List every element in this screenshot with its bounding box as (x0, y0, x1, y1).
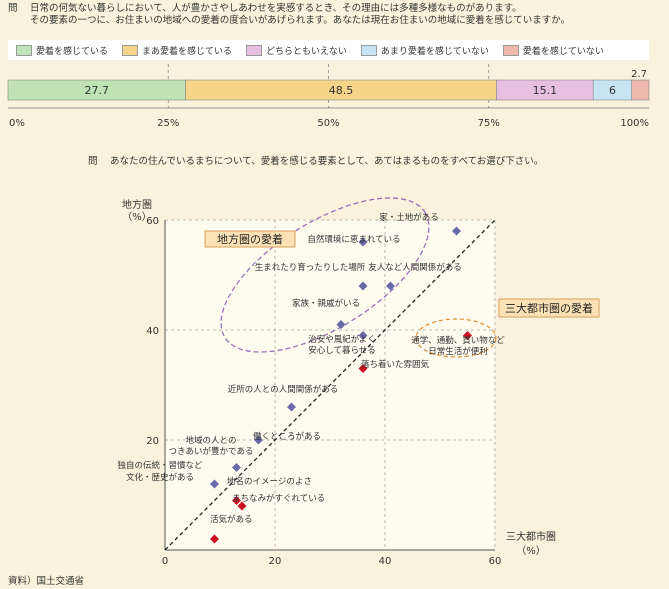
bar-tick-label: 100% (620, 118, 649, 129)
diagonal-line (164, 219, 496, 551)
data-point (386, 281, 395, 291)
bar-segment (631, 79, 650, 101)
data-point (336, 320, 346, 329)
question-1-line-1: 日常の何気ない暮らしにおいて、人が豊かさやしあわせを実感するとき、その理由には多… (30, 3, 522, 14)
urban-annotation: 三大都市圏の愛着 (498, 298, 600, 318)
point-label: つきあいが豊かである (169, 446, 254, 457)
point-label: 家・土地がある (379, 212, 439, 223)
data-point (232, 463, 241, 472)
point-label: 自然環境に恵まれている (307, 234, 400, 245)
x-axis-label: 三大都市圏 (506, 530, 556, 543)
legend-swatch (122, 44, 139, 56)
legend-item: どちらともいえない (246, 44, 347, 57)
point-label: 働くところがある (253, 431, 321, 442)
point-label: 家族・親戚がいる (292, 298, 360, 309)
legend-label: 愛着を感じている (36, 46, 109, 57)
point-label: 文化・歴史がある (126, 472, 194, 483)
legend-swatch (246, 44, 263, 56)
y-axis-label: 地方圏 (122, 198, 152, 211)
bar-tick-label: 75% (478, 118, 500, 129)
legend-item: あまり愛着を感じていない (360, 44, 489, 57)
data-point (358, 364, 368, 373)
legend-item: まあ愛着を感じている (122, 44, 232, 57)
x-tick-label: 0 (162, 556, 168, 567)
point-label: 安心して暮らせる (308, 345, 376, 356)
question-1-line-2: その要素の一つに、お住まいの地域への愛着の度合いがあげられます。あなたは現在お住… (30, 15, 571, 26)
point-label: 友人など人間関係がある (368, 262, 462, 273)
bar-chart-legend: 愛着を感じている まあ愛着を感じている どちらともいえない あまり愛着を感じてい… (8, 40, 649, 60)
point-label: 落ち着いた雰囲気 (361, 359, 430, 370)
legend-swatch (16, 44, 32, 56)
legend-label: まあ愛着を感じている (142, 46, 233, 57)
rural-annotation: 地方圏の愛着 (204, 230, 296, 248)
point-label: 独自の伝統・習慣など (117, 460, 203, 471)
point-label: 活気がある (210, 514, 253, 525)
legend-label: どちらともいえない (266, 46, 347, 57)
x-tick-label: 20 (269, 556, 282, 567)
point-label: 生まれたり育ったりした場所 (255, 262, 366, 273)
y-tick-label: 20 (146, 436, 159, 447)
source-note: 資料）国土交通省 (8, 576, 85, 587)
question-2-text: あなたの住んでいるまちについて、愛着を感じる要素として、あてはまるものをすべてお… (110, 156, 544, 167)
y-tick-label: 60 (146, 216, 159, 227)
bar-value-label: 48.5 (329, 84, 354, 97)
bar-value-label: 2.7 (631, 69, 647, 80)
bar-tick-label: 50% (317, 118, 339, 129)
legend-item: 愛着を感じている (16, 44, 108, 57)
data-point (358, 237, 368, 247)
data-point (232, 496, 241, 505)
legend-label: あまり愛着を感じていない (380, 46, 489, 57)
data-point (210, 534, 219, 544)
rural-annotation-label: 地方圏の愛着 (217, 232, 283, 246)
data-point (463, 331, 472, 340)
point-label: 近所の人との人間関係がある (228, 384, 338, 395)
bar-tick-label: 25% (157, 118, 179, 129)
data-point (254, 435, 263, 445)
bar-value-label: 6 (609, 84, 616, 97)
y-axis-unit: （%） (122, 211, 152, 223)
bar-value-label: 27.7 (85, 84, 110, 97)
data-point (358, 331, 368, 340)
rural-cluster-ellipse (220, 197, 430, 353)
x-axis-unit: （%） (516, 545, 546, 557)
legend-swatch (502, 44, 519, 56)
data-point (287, 402, 296, 412)
question-2-label: 問 (88, 156, 98, 167)
point-label: 通学、通勤、買い物など (411, 335, 505, 346)
data-point (237, 501, 247, 511)
x-tick-label: 40 (379, 556, 392, 567)
scatter-chart: 0 20 40 60204060地方圏（%）三大都市圏（%）地方圏の愛着三大都市圏の愛… (117, 197, 600, 567)
bar-value-label: 15.1 (533, 84, 558, 97)
urban-annotation-box (498, 298, 600, 318)
point-label: 地域の人との (186, 435, 237, 446)
point-label: 日常生活が便利 (428, 346, 488, 357)
point-label: まちなみがすぐれている (232, 493, 325, 504)
urban-annotation-label: 三大都市圏の愛着 (505, 301, 593, 315)
urban-cluster-ellipse (415, 318, 497, 358)
question-2: 問 あなたの住んでいるまちについて、愛着を感じる要素として、あてはまるものをすべ… (88, 153, 543, 167)
data-point (358, 281, 368, 291)
rural-annotation-box (204, 230, 296, 248)
legend-item: 愛着を感じていない (502, 44, 604, 57)
legend-swatch (360, 44, 377, 56)
question-1: 問 日常の何気ない暮らしにおいて、人が豊かさやしあわせを実感するとき、その理由に… (8, 3, 658, 27)
data-point (452, 226, 461, 236)
stacked-bar-chart: 27.7 48.5 15.1 6 2.7 0% 25% 50% 75% 100% (7, 64, 650, 129)
legend-label: 愛着を感じていない (522, 46, 604, 57)
point-label: 地名のイメージのよさ (227, 476, 312, 487)
x-tick-label: 60 (489, 556, 502, 567)
point-label: 治安や風紀がよく (308, 334, 376, 345)
question-1-label: 問 (8, 3, 18, 14)
y-tick-label: 40 (146, 326, 159, 337)
data-point (210, 479, 219, 489)
bar-tick-label: 0% (9, 118, 25, 129)
